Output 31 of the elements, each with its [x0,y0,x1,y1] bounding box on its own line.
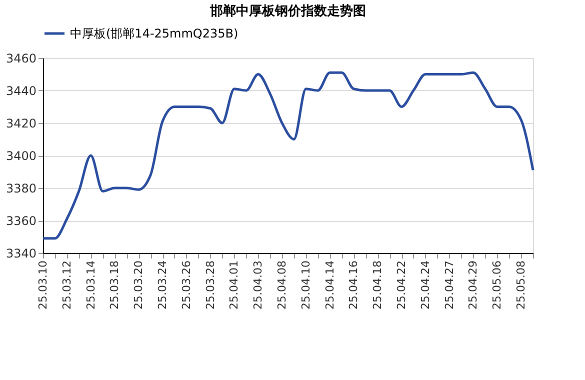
y-tick-label: 3460 [6,52,36,66]
legend-label: 中厚板(邯郸14-25mmQ235B) [70,26,238,40]
y-tick-label: 3440 [6,84,36,98]
x-tick-label: 25.03.14 [84,260,98,310]
x-tick-label: 25.04.18 [371,260,384,310]
x-tick-label: 25.04.14 [323,260,336,310]
x-tick-label: 25.05.08 [514,260,528,310]
y-tick-label: 3420 [6,116,36,130]
x-tick-label: 25.04.10 [299,260,312,310]
y-tick-label: 3380 [6,182,36,196]
x-tick-label: 25.04.22 [395,260,408,310]
x-tick-label: 25.03.28 [204,260,217,310]
y-tick-label: 3360 [6,214,36,228]
x-tick-label: 25.04.16 [347,260,360,310]
y-tick-label: 3400 [6,149,36,163]
x-tick-label: 25.04.01 [228,260,241,310]
x-tick-label: 25.03.20 [132,260,146,310]
line-series [42,71,534,240]
x-tick-label: 25.04.27 [442,260,456,310]
x-tick-label: 25.04.08 [276,260,289,310]
x-tick-label: 25.04.03 [252,260,265,310]
x-tick-label: 25.04.29 [466,260,480,310]
x-tick-label: 25.03.10 [36,260,50,310]
x-tick-label: 25.03.12 [60,260,74,310]
x-tick-label: 25.03.18 [108,260,122,310]
chart-title: 邯郸中厚板钢价指数走势图 [209,3,366,19]
y-tick-label: 3340 [6,246,36,260]
x-tick-label: 25.03.26 [180,260,193,310]
x-tick-label: 25.04.24 [418,260,432,310]
x-tick-label: 25.03.24 [156,260,170,310]
x-tick-label: 25.05.06 [490,260,504,310]
